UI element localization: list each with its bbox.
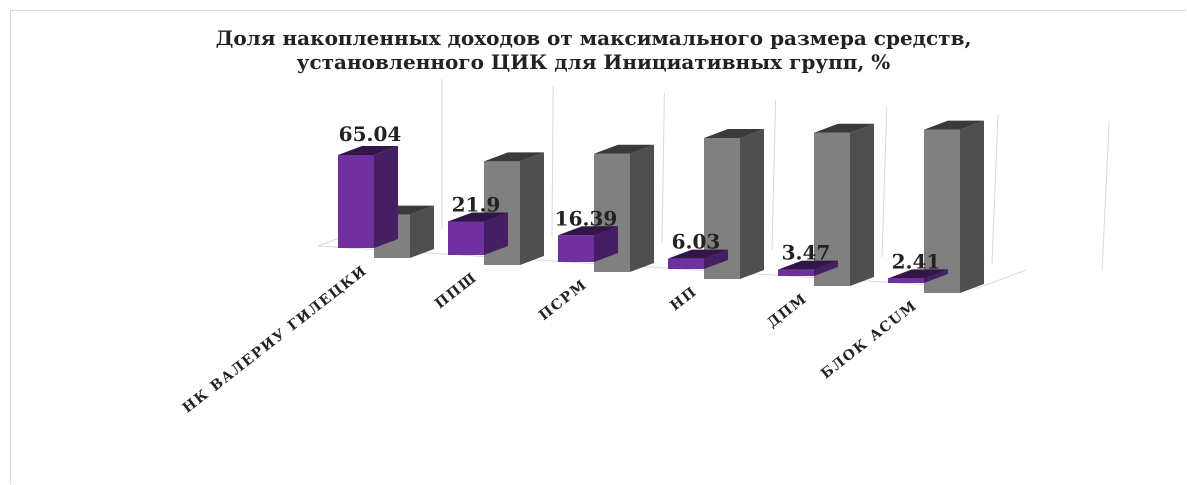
category-label-5: БЛОК ACUM xyxy=(818,298,920,383)
bar-purple-4-front xyxy=(778,269,814,276)
bar-grey-2 xyxy=(594,144,654,272)
bar-grey-2-side xyxy=(630,144,654,272)
bar-purple-0 xyxy=(338,145,398,248)
bars-layer xyxy=(338,120,984,293)
data-label-4: 3.47 xyxy=(782,241,831,265)
chart-title-line-1: Доля накопленных доходов от максимальног… xyxy=(215,26,972,50)
bar-purple-5 xyxy=(888,269,948,283)
chart-title-line-2: установленного ЦИК для Инициативных груп… xyxy=(296,50,891,74)
bar-purple-1-front xyxy=(448,221,484,255)
data-label-2: 16.39 xyxy=(555,206,618,230)
data-label-3: 6.03 xyxy=(672,230,721,254)
bar-purple-2 xyxy=(558,226,618,262)
gridline xyxy=(881,106,888,258)
bar-grey-4-front xyxy=(814,132,850,286)
grid-layer xyxy=(317,79,1110,289)
bar-purple-5-front xyxy=(888,278,924,283)
bar-purple-0-top xyxy=(338,145,398,155)
bar-purple-4-top xyxy=(778,260,838,270)
bar-grey-5-front xyxy=(924,129,960,293)
gridline xyxy=(991,113,999,265)
bar-grey-3-front xyxy=(704,138,740,279)
bar-grey-5-top xyxy=(924,120,984,130)
bar-grey-4-top xyxy=(814,123,874,133)
bar-purple-0-front xyxy=(338,154,374,248)
bar-grey-4-side xyxy=(850,123,874,286)
bar-grey-1-side xyxy=(520,152,544,265)
bar-purple-1-top xyxy=(448,212,508,222)
bar-grey-5-side xyxy=(960,120,984,293)
bar-purple-3-side xyxy=(704,249,728,269)
category-label-4: ДПМ xyxy=(765,291,811,332)
data-label-1: 21.9 xyxy=(452,192,501,216)
category-label-2: ПСРМ xyxy=(536,277,590,324)
bar-grey-1-top xyxy=(484,152,544,162)
bar-purple-3-front xyxy=(668,258,704,269)
bar-purple-3-top xyxy=(668,249,728,259)
category-label-0: НК ВАЛЕРИУ ГИЛЕЦКИ xyxy=(180,263,371,417)
bar-grey-2-top xyxy=(594,144,654,154)
bar-grey-3-side xyxy=(740,129,764,279)
bar-grey-4 xyxy=(814,123,874,286)
floor-right-edge xyxy=(977,269,1027,289)
bar-purple-1-side xyxy=(484,212,508,255)
bar-purple-5-side xyxy=(924,269,948,283)
bar-purple-3 xyxy=(668,249,728,269)
chart-frame xyxy=(10,10,1186,484)
gridline xyxy=(661,92,665,244)
bar-purple-2-top xyxy=(558,226,618,236)
bar-purple-1 xyxy=(448,212,508,255)
bar-purple-2-side xyxy=(594,226,618,262)
gridline xyxy=(771,99,777,251)
bar-grey-5 xyxy=(924,120,984,293)
chart-title: Доля накопленных доходов от максимальног… xyxy=(0,26,1187,74)
bar-grey-3-top xyxy=(704,129,764,139)
bar-purple-4 xyxy=(778,260,838,276)
floor-front-edge xyxy=(317,245,979,289)
bar-purple-4-side xyxy=(814,260,838,276)
bar-purple-2-front xyxy=(558,235,594,262)
bar-purple-0-side xyxy=(374,145,398,248)
bar-grey-3 xyxy=(704,129,764,279)
data-label-5: 2.41 xyxy=(892,249,941,273)
category-label-1: ППШ xyxy=(432,270,480,313)
bar-grey-0-side xyxy=(410,205,434,258)
data-label-0: 65.04 xyxy=(339,122,402,146)
category-label-3: НП xyxy=(667,284,700,315)
gridline xyxy=(1101,120,1110,272)
bar-purple-5-top xyxy=(888,269,948,279)
gridline xyxy=(551,85,554,237)
